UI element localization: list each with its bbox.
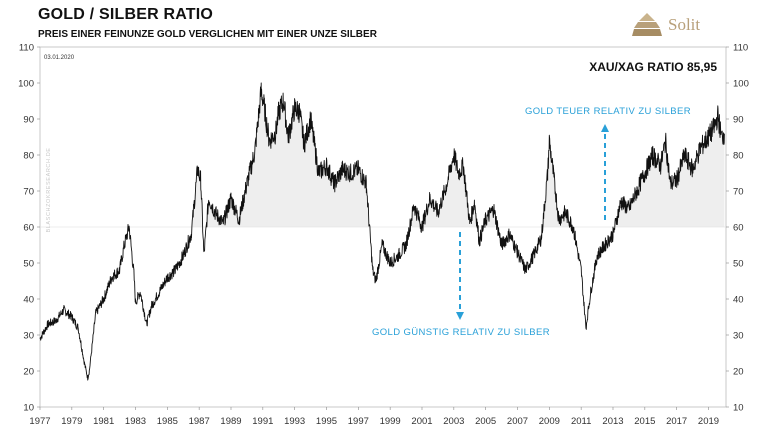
y-tick-label-left: 10 bbox=[23, 402, 34, 413]
y-tick-label-right: 50 bbox=[733, 258, 744, 269]
x-tick-label: 1991 bbox=[252, 416, 273, 427]
arrow-up-icon bbox=[601, 124, 609, 220]
x-tick-label: 1999 bbox=[380, 416, 401, 427]
x-tick-label: 2017 bbox=[666, 416, 687, 427]
x-tick-label: 1977 bbox=[29, 416, 50, 427]
x-tick-label: 2007 bbox=[507, 416, 528, 427]
date-label: 03.01.2020 bbox=[44, 55, 75, 61]
x-tick-label: 1981 bbox=[93, 416, 114, 427]
annotation-cheap: GOLD GÜNSTIG RELATIV ZU SILBER bbox=[372, 327, 550, 338]
y-axis-right: 10 20 30 40 50 60 70 80 90 100 110 bbox=[726, 42, 749, 413]
brand-name: Solit bbox=[668, 15, 701, 34]
y-tick-label-left: 40 bbox=[23, 294, 34, 305]
y-tick-label-left: 110 bbox=[19, 42, 34, 53]
x-tick-label: 1993 bbox=[284, 416, 305, 427]
x-tick-label: 2003 bbox=[443, 416, 464, 427]
annotation-expensive: GOLD TEUER RELATIV ZU SILBER bbox=[525, 106, 691, 117]
x-tick-label: 1985 bbox=[157, 416, 178, 427]
x-tick-label: 1983 bbox=[125, 416, 146, 427]
y-tick-label-left: 70 bbox=[23, 186, 34, 197]
chart-subtitle: PREIS EINER FEINUNZE GOLD VERGLICHEN MIT… bbox=[38, 29, 377, 40]
y-tick-label-right: 70 bbox=[733, 186, 744, 197]
brand-logo: Solit bbox=[632, 12, 752, 40]
x-tick-label: 2001 bbox=[411, 416, 432, 427]
y-tick-label-right: 80 bbox=[733, 150, 744, 161]
y-tick-label-right: 90 bbox=[733, 114, 744, 125]
y-tick-label-left: 100 bbox=[18, 78, 34, 89]
y-tick-label-right: 100 bbox=[733, 78, 749, 89]
y-axis-left: 10 20 30 40 50 60 70 80 90 100 110 bbox=[18, 42, 40, 413]
x-tick-label: 2005 bbox=[475, 416, 496, 427]
x-tick-label: 1997 bbox=[348, 416, 369, 427]
ratio-line bbox=[39, 82, 725, 381]
x-tick-label: 2011 bbox=[571, 416, 591, 427]
y-tick-label-left: 30 bbox=[23, 330, 34, 341]
series-line bbox=[39, 82, 725, 381]
y-tick-label-left: 20 bbox=[23, 366, 34, 377]
pyramid-icon bbox=[632, 13, 662, 36]
x-axis: 1977 1979 1981 1983 1985 1987 1989 1991 1993 1995… bbox=[29, 407, 719, 427]
x-tick-label: 2013 bbox=[602, 416, 623, 427]
x-tick-label: 1989 bbox=[220, 416, 241, 427]
x-tick-label: 2009 bbox=[539, 416, 560, 427]
chart-title: GOLD / SILBER RATIO bbox=[38, 6, 214, 23]
watermark-text: BLASCHZOKRESEARCH.DE bbox=[46, 147, 52, 232]
y-tick-label-right: 20 bbox=[733, 366, 744, 377]
x-tick-label: 2019 bbox=[698, 416, 719, 427]
shaded-band bbox=[40, 82, 726, 228]
ratio-label: XAU/XAG RATIO 85,95 bbox=[589, 60, 717, 74]
y-tick-label-right: 60 bbox=[733, 222, 744, 233]
x-tick-label: 1995 bbox=[316, 416, 337, 427]
y-tick-label-left: 60 bbox=[23, 222, 34, 233]
x-tick-label: 2015 bbox=[634, 416, 655, 427]
y-tick-label-right: 30 bbox=[733, 330, 744, 341]
arrow-down-icon bbox=[456, 232, 464, 320]
y-tick-label-left: 80 bbox=[23, 150, 34, 161]
x-tick-label: 1979 bbox=[61, 416, 82, 427]
y-tick-label-right: 10 bbox=[733, 402, 744, 413]
y-tick-label-right: 40 bbox=[733, 294, 744, 305]
x-tick-label: 1987 bbox=[189, 416, 210, 427]
y-tick-label-right: 110 bbox=[733, 42, 748, 53]
y-tick-label-left: 90 bbox=[23, 114, 34, 125]
band-area bbox=[40, 82, 725, 228]
y-tick-label-left: 50 bbox=[23, 258, 34, 269]
